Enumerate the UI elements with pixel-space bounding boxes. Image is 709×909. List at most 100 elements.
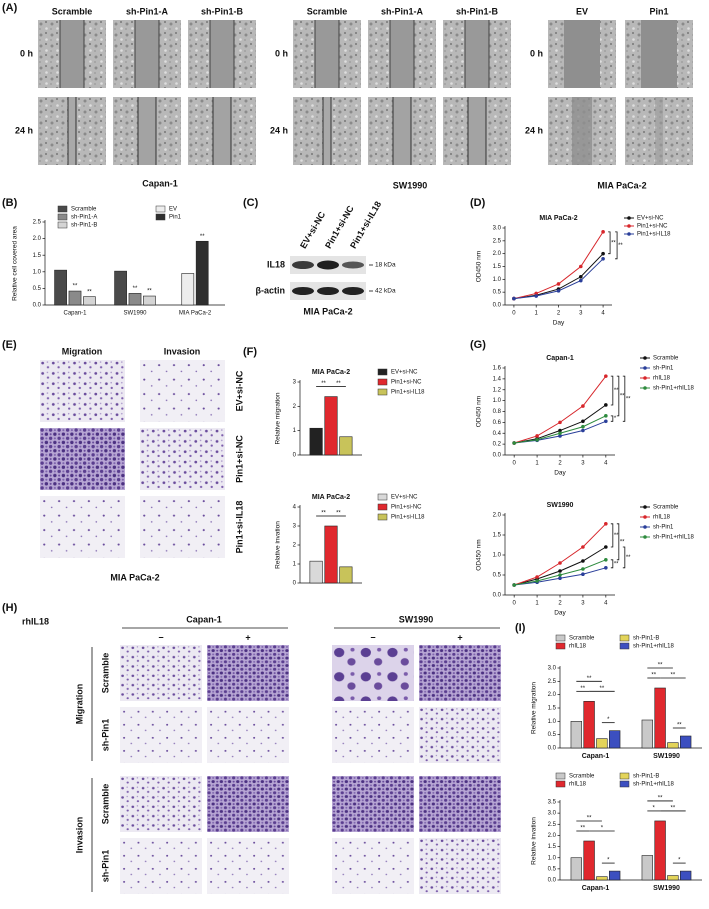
row-label: 0 h bbox=[530, 48, 543, 58]
legend-swatch bbox=[643, 386, 647, 390]
significance-label: ** bbox=[600, 686, 605, 692]
y-axis-label: OD450 nm bbox=[476, 251, 483, 282]
legend-label: sh-Pin1 bbox=[653, 525, 674, 531]
legend-label: rhIL18 bbox=[653, 376, 671, 382]
scratch-image bbox=[113, 97, 181, 165]
scratch-image bbox=[368, 20, 436, 88]
legend-label: Pin1+si-IL18 bbox=[637, 232, 671, 238]
x-tick-label: 1 bbox=[535, 461, 539, 467]
band bbox=[292, 287, 314, 295]
point bbox=[558, 420, 562, 425]
point bbox=[535, 437, 539, 442]
x-tick-label: Capan-1 bbox=[63, 311, 87, 317]
bar bbox=[309, 427, 323, 456]
legend-label: sh-Pin1+rhIL18 bbox=[653, 386, 695, 392]
panel-label: (C) bbox=[243, 197, 259, 209]
row-label: 0 h bbox=[20, 48, 33, 58]
point bbox=[558, 576, 562, 580]
scratch-image bbox=[188, 20, 256, 88]
y-tick-label: 2.0 bbox=[33, 236, 42, 242]
significance-label: ** bbox=[620, 394, 625, 400]
significance-bracket bbox=[622, 375, 626, 422]
transwell-image bbox=[120, 776, 202, 832]
column-label: sh-Pin1-A bbox=[126, 6, 169, 16]
legend-swatch bbox=[643, 535, 647, 539]
point bbox=[581, 545, 585, 549]
y-tick-label: 0.2 bbox=[493, 442, 502, 448]
legend-swatch bbox=[555, 642, 566, 650]
panel-label: (A) bbox=[2, 2, 18, 14]
legend-label: Pin1+si-IL18 bbox=[391, 390, 425, 396]
point bbox=[535, 434, 539, 438]
column-label: Migration bbox=[62, 346, 103, 356]
legend-swatch bbox=[377, 388, 388, 396]
point bbox=[601, 257, 605, 261]
y-tick-label: 2 bbox=[293, 543, 297, 549]
transwell-image bbox=[207, 707, 289, 763]
legend-label: EV+si-NC bbox=[391, 370, 418, 376]
column-label: Invasion bbox=[164, 346, 201, 356]
x-tick-label: 4 bbox=[601, 311, 605, 317]
legend-swatch bbox=[643, 525, 647, 529]
band bbox=[292, 261, 314, 269]
y-tick-label: 2.5 bbox=[548, 822, 557, 828]
bar bbox=[128, 293, 142, 306]
x-tick-label: 1 bbox=[535, 601, 539, 607]
legend-label: Pin1+si-IL18 bbox=[391, 515, 425, 521]
chart-title: Capan-1 bbox=[546, 355, 574, 362]
scratch-image bbox=[188, 97, 256, 165]
point bbox=[558, 561, 562, 565]
x-tick-label: SW1990 bbox=[653, 753, 680, 760]
transwell-image bbox=[120, 838, 202, 894]
bar bbox=[68, 290, 82, 306]
transwell-image bbox=[419, 645, 501, 701]
bar bbox=[324, 525, 338, 584]
point bbox=[604, 403, 608, 407]
point bbox=[535, 575, 539, 579]
bar bbox=[83, 296, 96, 306]
y-tick-label: 0.0 bbox=[493, 303, 502, 309]
x-tick-label: Capan-1 bbox=[582, 885, 610, 892]
y-tick-label: 1.5 bbox=[548, 706, 557, 712]
bar bbox=[339, 566, 353, 584]
point bbox=[581, 404, 585, 408]
y-tick-label: 1.5 bbox=[548, 844, 557, 850]
transwell-image bbox=[332, 838, 414, 894]
point bbox=[558, 573, 562, 577]
significance-label: ** bbox=[587, 676, 592, 682]
legend-swatch bbox=[57, 213, 68, 221]
legend-label: sh-Pin1+rhIL18 bbox=[653, 535, 695, 541]
x-tick-label: SW1990 bbox=[653, 885, 680, 892]
significance-label: ** bbox=[677, 723, 682, 729]
level-label: − bbox=[370, 632, 375, 642]
significance-label: * bbox=[653, 806, 656, 812]
bar bbox=[339, 436, 353, 456]
significance-label: ** bbox=[651, 673, 656, 679]
legend-label: sh-Pin1-B bbox=[633, 774, 659, 780]
bar bbox=[570, 721, 582, 749]
x-tick-label: 3 bbox=[579, 311, 583, 317]
y-tick-label: 1.2 bbox=[493, 387, 502, 393]
bar bbox=[54, 269, 67, 306]
point bbox=[556, 289, 561, 293]
transwell-image bbox=[40, 428, 125, 490]
transwell-image bbox=[419, 707, 501, 763]
x-tick-label: 1 bbox=[535, 311, 539, 317]
bar bbox=[609, 730, 621, 749]
bar bbox=[609, 870, 621, 881]
y-tick-label: 2.0 bbox=[493, 251, 502, 257]
level-label: + bbox=[245, 632, 250, 642]
y-tick-label: 3.0 bbox=[548, 811, 557, 817]
significance-label: ** bbox=[614, 533, 619, 539]
scratch-image bbox=[38, 20, 106, 88]
panel-label: (E) bbox=[2, 339, 17, 351]
y-tick-label: 2.5 bbox=[33, 220, 42, 226]
legend-swatch bbox=[155, 213, 166, 221]
legend-label: sh-Pin1-B bbox=[633, 636, 659, 642]
bar bbox=[641, 719, 653, 749]
legend-label: Pin1+si-NC bbox=[391, 505, 422, 511]
transwell-image bbox=[140, 360, 225, 422]
point bbox=[604, 545, 608, 549]
significance-label: ** bbox=[618, 243, 623, 249]
significance-label: ** bbox=[626, 555, 631, 561]
